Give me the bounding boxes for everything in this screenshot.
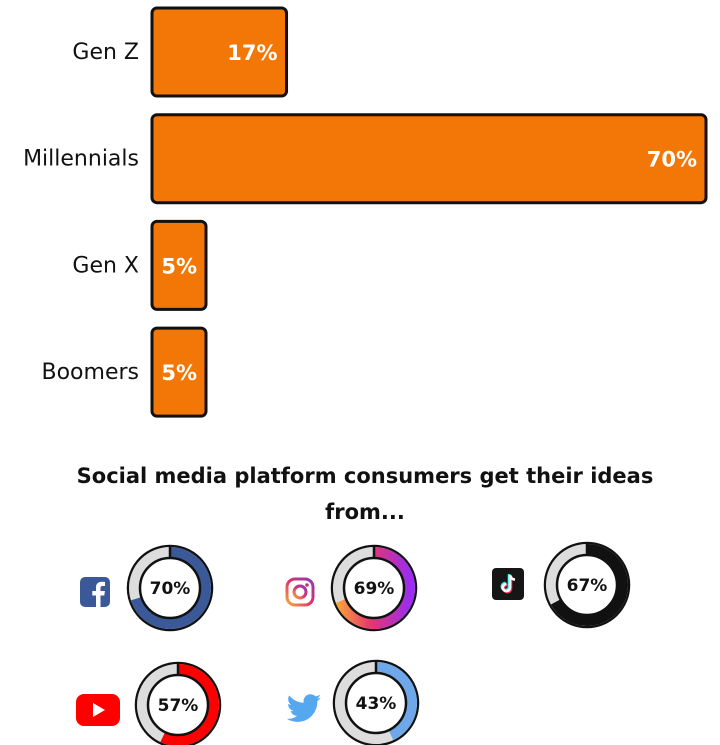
category-label: Boomers xyxy=(42,360,140,385)
donut-track xyxy=(546,544,628,626)
donut-youtube: 57% xyxy=(134,661,222,745)
donut-instagram: 69% xyxy=(330,544,418,632)
category-label: Millennials xyxy=(23,147,139,172)
bar xyxy=(150,6,289,98)
generation-bar-chart: Gen Z 17% Millennials 70% Gen X 5% Boomers 5% xyxy=(23,6,708,418)
bar xyxy=(150,113,708,205)
donut-section-title: Social media platform consumers get thei… xyxy=(76,464,654,524)
bar xyxy=(150,326,208,418)
bar xyxy=(150,219,208,311)
facebook-icon xyxy=(80,577,110,607)
donut-track xyxy=(137,664,219,745)
donut-track xyxy=(129,547,211,629)
donut-value-label: 57% xyxy=(158,696,199,716)
category-label: Gen X xyxy=(72,253,139,278)
donut-inner-ring xyxy=(146,673,210,737)
donut-value-arc xyxy=(137,664,219,745)
donut-tiktok: 67% xyxy=(543,541,631,629)
donut-outer-ring xyxy=(126,544,214,632)
bar-value-label: 5% xyxy=(161,361,197,385)
donut-value-arc xyxy=(335,662,417,744)
donut-inner-ring xyxy=(344,671,408,735)
instagram-icon xyxy=(285,577,315,607)
donut-outer-ring xyxy=(134,661,222,745)
donut-inner-ring xyxy=(555,553,619,617)
donut-outer-ring xyxy=(543,541,631,629)
donut-value-arc xyxy=(129,547,211,629)
tiktok-icon xyxy=(492,568,524,600)
donut-track xyxy=(333,547,415,629)
twitter-icon xyxy=(286,694,321,722)
donut-value-label: 70% xyxy=(150,579,191,599)
donut-value-arc xyxy=(333,547,415,629)
bar-value-label: 17% xyxy=(227,41,277,65)
donut-outer-ring xyxy=(332,659,420,745)
donut-outer-ring xyxy=(330,544,418,632)
donut-value-label: 43% xyxy=(356,694,397,714)
donut-value-label: 67% xyxy=(567,576,608,596)
bar-value-label: 70% xyxy=(647,148,697,172)
donut-track xyxy=(335,662,417,744)
donut-twitter: 43% xyxy=(332,659,420,745)
donut-value-label: 69% xyxy=(354,579,395,599)
bar-value-label: 5% xyxy=(161,254,197,278)
category-label: Gen Z xyxy=(72,40,139,65)
donut-inner-ring xyxy=(342,556,406,620)
donut-facebook: 70% xyxy=(126,544,214,632)
youtube-icon xyxy=(76,694,120,726)
donut-inner-ring xyxy=(138,556,202,620)
donut-value-arc xyxy=(546,544,628,626)
